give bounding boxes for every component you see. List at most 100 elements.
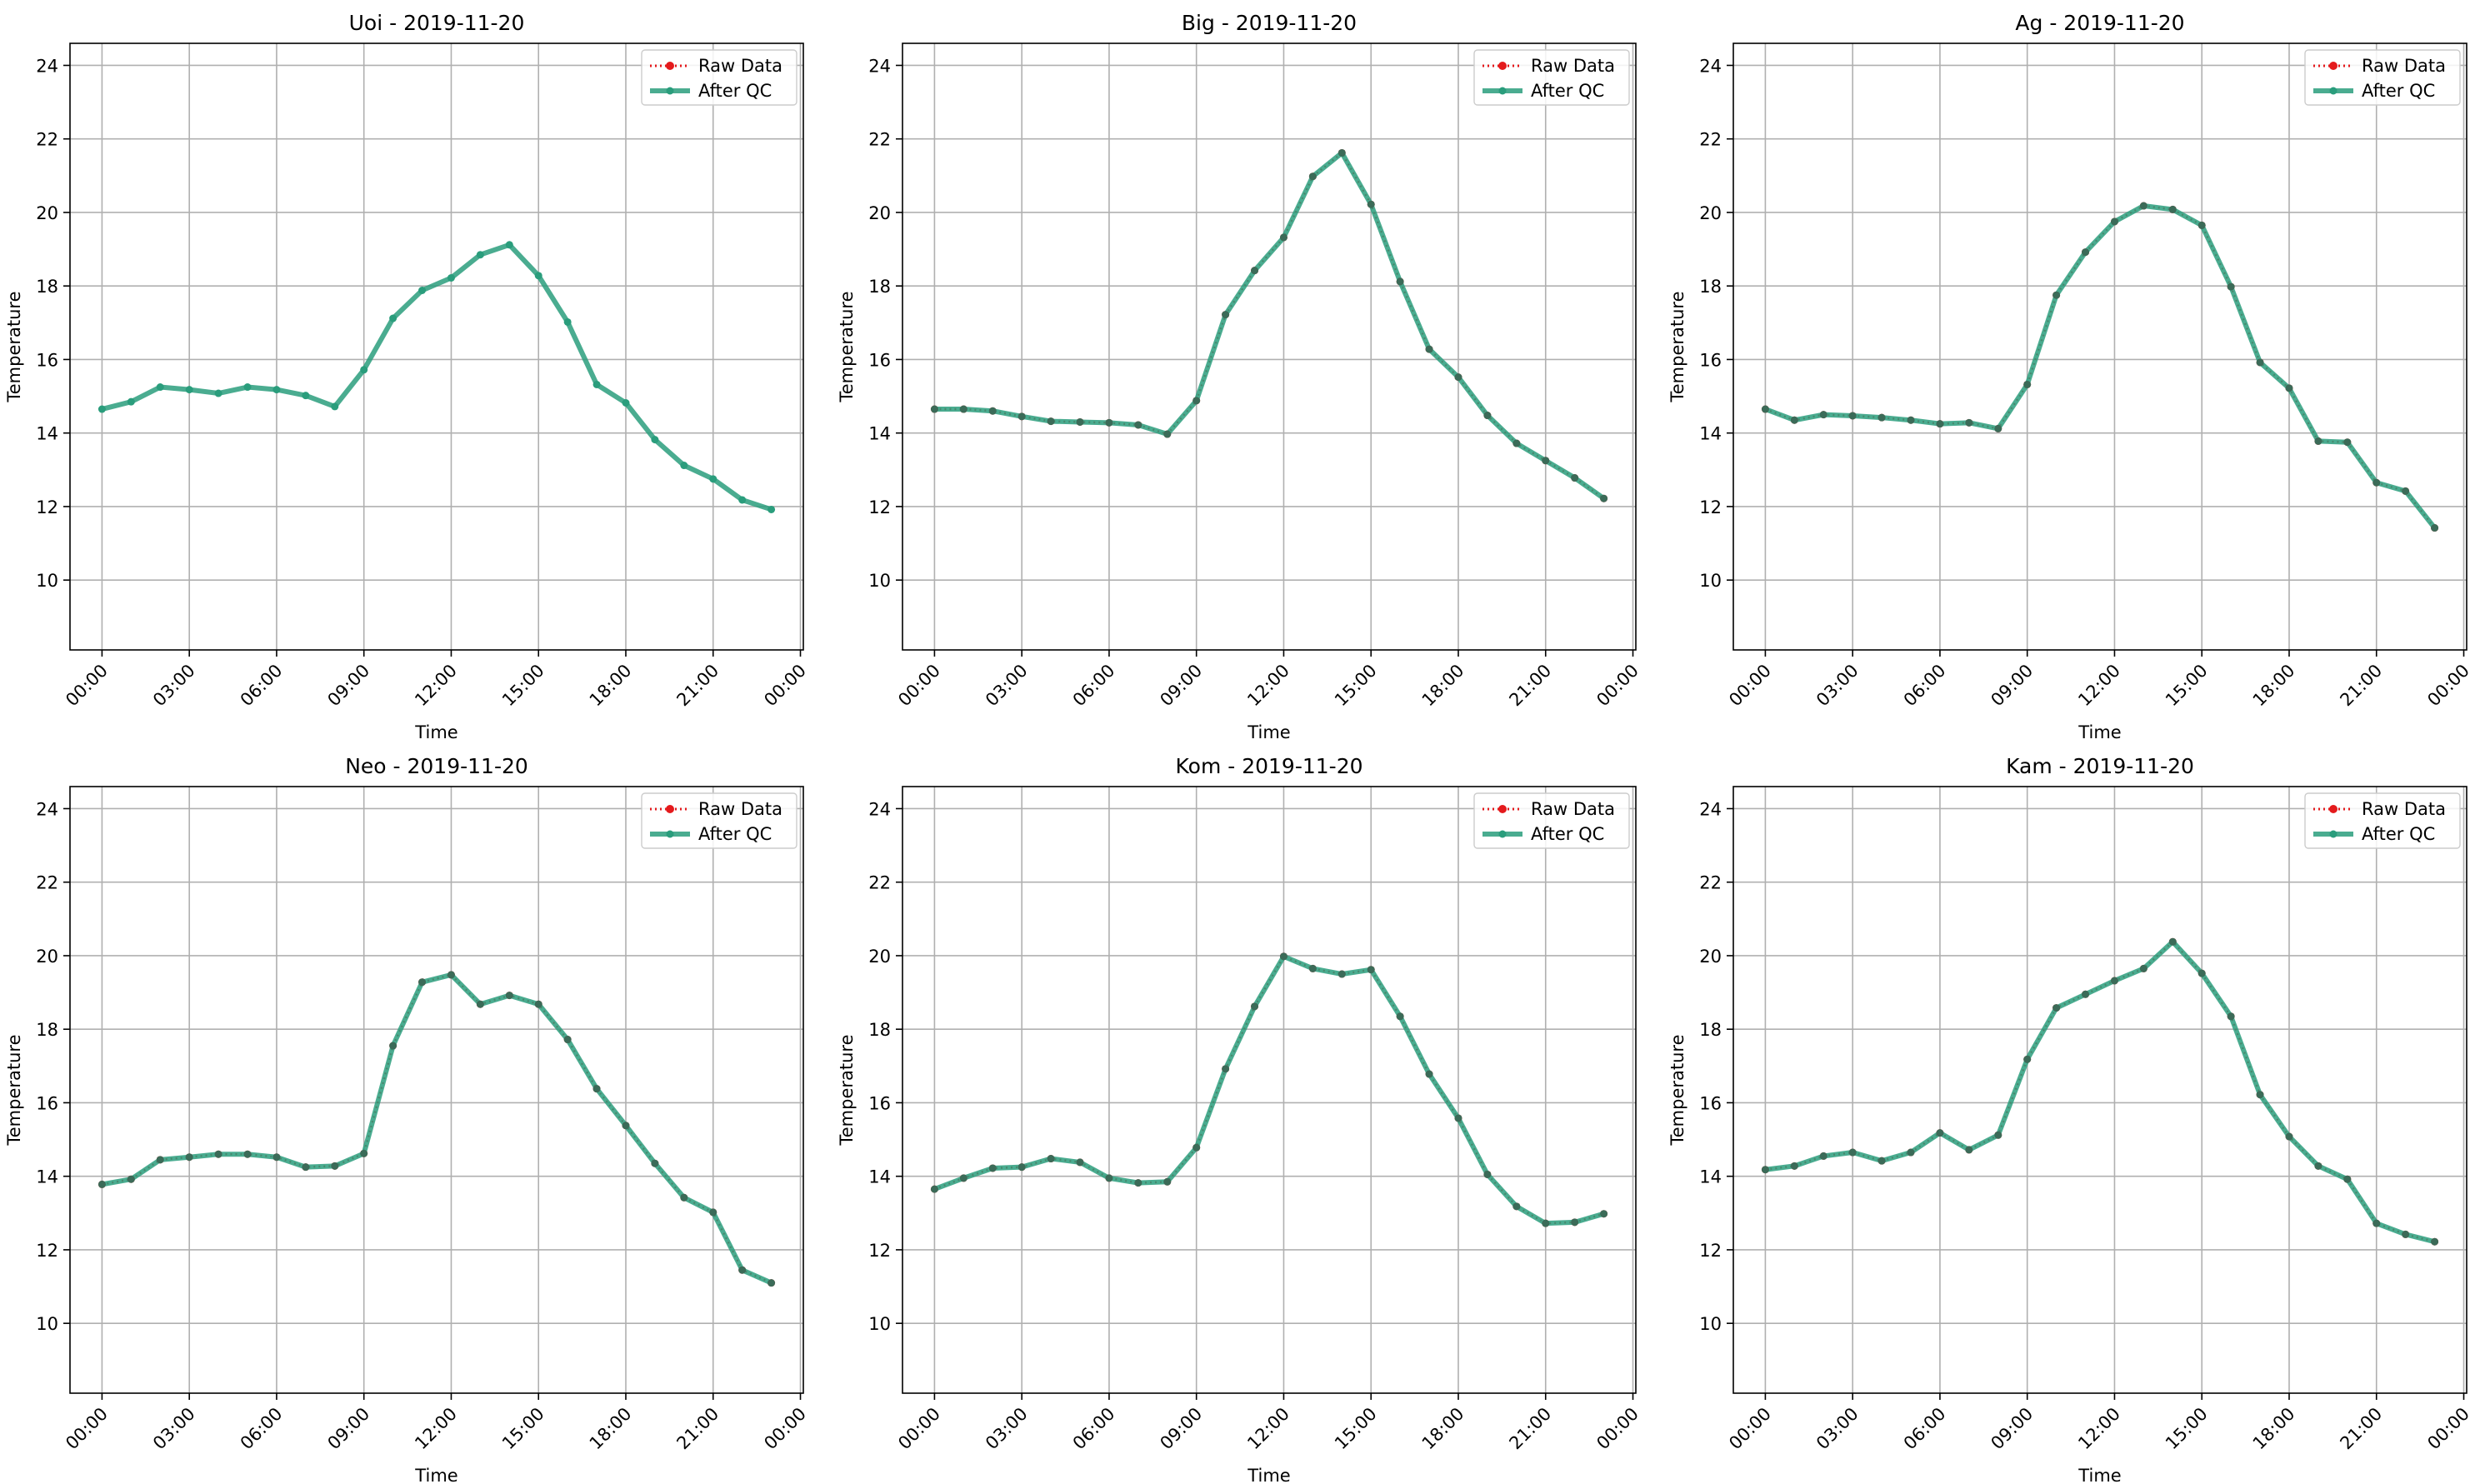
x-axis-label: Time <box>2078 722 2121 742</box>
qc-data-point <box>2168 937 2177 946</box>
qc-data-point <box>1251 267 1259 275</box>
qc-data-point <box>389 314 398 322</box>
qc-data-point <box>2285 1132 2293 1141</box>
x-tick-label: 00:00 <box>894 661 944 711</box>
qc-data-point <box>2343 1175 2352 1183</box>
x-tick-label: 09:00 <box>323 661 373 711</box>
x-tick-label: 18:00 <box>2249 661 2299 711</box>
y-tick-label: 14 <box>1699 424 1722 444</box>
qc-data-point <box>709 1208 718 1217</box>
qc-data-line <box>101 972 772 1286</box>
y-tick-label: 10 <box>36 571 58 591</box>
y-tick-label: 14 <box>868 424 891 444</box>
x-tick-label: 00:00 <box>1592 661 1642 711</box>
x-tick-label: 00:00 <box>1725 661 1775 711</box>
qc-data-point <box>959 405 968 413</box>
qc-data-point <box>1790 416 1798 424</box>
raw-data-line <box>934 151 1605 500</box>
y-tick-label: 20 <box>36 203 58 223</box>
qc-data-point <box>1396 277 1404 286</box>
x-tick-label: 21:00 <box>673 1404 723 1454</box>
y-tick-label: 10 <box>1699 1314 1722 1334</box>
qc-data-point <box>2314 1162 2322 1170</box>
qc-data-point <box>2023 380 2032 388</box>
chart-title: Ag - 2019-11-20 <box>2015 11 2184 35</box>
y-tick-label: 24 <box>36 799 58 819</box>
y-tick-label: 20 <box>868 203 891 223</box>
x-tick-label: 00:00 <box>760 1404 810 1454</box>
y-tick-label: 18 <box>36 1020 58 1040</box>
y-tick-label: 12 <box>1699 1241 1722 1261</box>
x-tick-label: 15:00 <box>2162 661 2212 711</box>
y-axis-label: Temperature <box>1668 1034 1688 1146</box>
qc-data-point <box>1222 311 1230 319</box>
y-tick-label: 22 <box>868 130 891 150</box>
qc-data-point <box>1542 1219 1550 1227</box>
qc-data-point <box>1105 1174 1113 1182</box>
qc-data-point <box>534 272 542 280</box>
qc-data-point <box>156 383 164 392</box>
qc-data-point <box>1542 457 1550 465</box>
qc-data-point <box>1965 1146 1973 1154</box>
x-tick-label: 09:00 <box>1987 661 2037 711</box>
legend-raw-marker <box>2329 62 2338 70</box>
legend-raw-label: Raw Data <box>1531 799 1615 819</box>
qc-data-point <box>2431 524 2439 532</box>
legend: Raw Data After QC <box>2304 49 2461 106</box>
qc-data-point <box>988 407 997 415</box>
qc-data-line <box>1765 939 2436 1245</box>
legend-qc-marker <box>1498 830 1507 838</box>
qc-data-point <box>592 1085 601 1093</box>
raw-data-line <box>1764 204 2436 529</box>
qc-data-point <box>738 1266 747 1274</box>
qc-data-point <box>1308 172 1317 181</box>
y-tick-label: 24 <box>1699 799 1722 819</box>
y-tick-label: 12 <box>36 497 58 517</box>
qc-data-point <box>2023 1055 2032 1063</box>
y-axis-label: Temperature <box>837 291 857 402</box>
legend-raw-label: Raw Data <box>1531 56 1615 76</box>
x-tick-label: 21:00 <box>1506 1404 1556 1454</box>
qc-data-point <box>534 1000 542 1008</box>
qc-data-point <box>272 386 281 394</box>
y-tick-label: 16 <box>868 350 891 370</box>
legend-qc-marker <box>2329 830 2338 838</box>
x-tick-label: 03:00 <box>982 661 1032 711</box>
qc-data-point <box>2402 487 2410 495</box>
qc-data-point <box>127 397 135 406</box>
qc-data-point <box>1483 412 1492 420</box>
qc-data-point <box>1819 411 1828 419</box>
chart-panel: 10 12 14 16 18 20 22 24 00:00 03:00 06:00 09:00 12:0… <box>1668 754 2473 1484</box>
x-tick-label: 03:00 <box>982 1404 1032 1454</box>
chart-panel: 10 12 14 16 18 20 22 24 00:00 03:00 06:00 09:00 12:0… <box>4 754 810 1484</box>
y-tick-label: 20 <box>36 947 58 967</box>
qc-data-point <box>1454 373 1462 382</box>
x-tick-label: 12:00 <box>1243 1404 1293 1454</box>
qc-data-point <box>768 505 776 513</box>
legend-qc-marker <box>2329 87 2338 95</box>
qc-data-point <box>1571 474 1579 482</box>
x-tick-label: 12:00 <box>411 661 461 711</box>
qc-data-point <box>505 241 513 249</box>
qc-data-point <box>1018 1163 1026 1172</box>
legend-qc-label: After QC <box>2362 81 2435 101</box>
qc-data-point <box>1105 418 1113 427</box>
qc-data-point <box>1425 1070 1433 1078</box>
grid-lines <box>70 43 803 650</box>
y-tick-label: 14 <box>868 1167 891 1187</box>
x-tick-label: 00:00 <box>62 661 112 711</box>
x-tick-label: 06:00 <box>237 1404 287 1454</box>
x-axis-label: Time <box>1247 1466 1290 1484</box>
y-tick-label: 16 <box>1699 1093 1722 1113</box>
y-tick-label: 18 <box>1699 1020 1722 1040</box>
x-tick-label: 09:00 <box>1987 1404 2037 1454</box>
x-tick-label: 12:00 <box>2074 661 2124 711</box>
axes-frame <box>1732 42 2468 651</box>
qc-data-point <box>476 251 484 259</box>
legend: Raw Data After QC <box>1473 49 1630 106</box>
raw-data-line <box>933 955 1604 1225</box>
qc-data-point <box>563 1036 572 1044</box>
chart-title: Kam - 2019-11-20 <box>2006 754 2194 778</box>
qc-data-point <box>1600 494 1608 502</box>
y-axis-label: Temperature <box>4 291 24 402</box>
